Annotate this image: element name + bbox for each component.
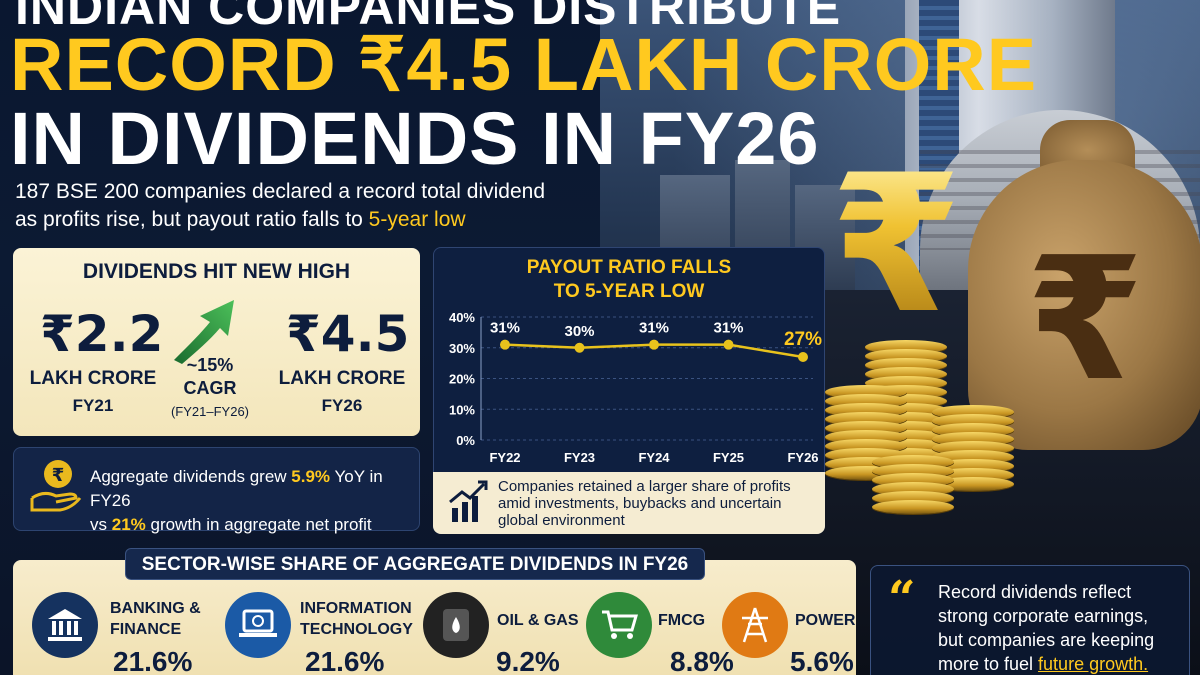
growth-text-mid: YoY in FY26 [90, 467, 383, 510]
sector-title: SECTOR-WISE SHARE OF AGGREGATE DIVIDENDS… [125, 548, 705, 580]
fy21-unit: LAKH CRORE [29, 368, 157, 389]
growth-chart-icon [449, 480, 488, 522]
dividends-card-title: DIVIDENDS HIT NEW HIGH [82, 260, 351, 283]
y-tick-label: 40% [449, 310, 475, 325]
fy26-dividend-value: ₹4.5 [286, 305, 410, 363]
x-tick-label: FY25 [713, 450, 744, 465]
x-tick-label: FY24 [638, 450, 670, 465]
quote-line2: strong corporate earnings, [938, 606, 1149, 626]
cagr-label: CAGR [183, 378, 237, 398]
headline-line-1: RECORD ₹4.5 LAKH CRORE [10, 23, 1038, 106]
data-label: 27% [784, 329, 822, 350]
data-label: 31% [490, 320, 520, 337]
sector-value-power: 5.6% [790, 646, 854, 675]
fy21-dividend-value: ₹2.2 [40, 305, 164, 363]
chart-title: PAYOUT RATIO FALLS TO 5-YEAR LOW [433, 256, 825, 304]
subhead-highlight: 5-year low [368, 208, 466, 231]
growth-text-pre2: vs [90, 515, 112, 534]
money-bag-image [968, 160, 1200, 450]
subheadline: 187 BSE 200 companies declared a record … [15, 178, 635, 234]
power-tower-icon [722, 592, 788, 658]
y-tick-label: 30% [449, 341, 475, 356]
sector-value-oil-gas: 9.2% [496, 646, 560, 675]
subhead-line1: 187 BSE 200 companies declared a record … [15, 180, 546, 203]
growth-yoy-value: 5.9% [291, 467, 331, 486]
fy21-year: FY21 [72, 396, 114, 415]
cart-icon [586, 592, 652, 658]
data-label: 31% [639, 320, 669, 337]
gold-rupee-symbol-icon: ₹ [830, 134, 963, 355]
gold-coin [872, 500, 954, 514]
chart-title-line2: TO 5-YEAR LOW [553, 281, 705, 302]
bank-icon [32, 592, 98, 658]
data-point [649, 339, 659, 350]
headline-line-0: INDIAN COMPANIES DISTRIBUTE [15, 0, 842, 35]
chart-note-panel [433, 472, 825, 534]
cagr-percent: ~15% [186, 355, 234, 375]
x-tick-label: FY23 [564, 450, 595, 465]
net-profit-growth-value: 21% [111, 515, 146, 534]
data-point [500, 339, 510, 350]
chart-title-line1: PAYOUT RATIO FALLS [526, 257, 732, 278]
headline-line-2: IN DIVIDENDS IN FY26 [10, 97, 820, 180]
data-label: 31% [713, 320, 743, 337]
y-tick-label: 0% [456, 433, 475, 448]
sector-name-it: INFORMATION TECHNOLOGY [300, 600, 413, 638]
data-point [798, 351, 808, 362]
data-point [723, 339, 734, 350]
y-tick-label: 10% [449, 402, 475, 417]
quote-highlight: future growth. [1038, 654, 1149, 674]
sector-value-fmcg: 8.8% [670, 646, 734, 675]
data-point [574, 342, 585, 353]
dividends-card: DIVIDENDS HIT NEW HIGH [13, 248, 420, 436]
subhead-line2: as profits rise, but payout ratio falls … [15, 208, 369, 231]
quote-line3: but companies are keeping [938, 630, 1155, 650]
sector-value-it: 21.6% [305, 646, 385, 675]
data-label: 30% [564, 323, 594, 340]
laptop-icon [225, 592, 291, 658]
payout-ratio-line-chart: 0% 10% 20% 30% 40% 31% FY22 30% FY23 31% FY24 31% FY… [449, 310, 822, 465]
sector-name-power: POWER [795, 612, 856, 629]
sector-name-banking: BANKING & FINANCE [110, 600, 201, 638]
quote-line4: more to fuel [938, 654, 1039, 674]
sector-name-oil-gas: OIL & GAS [497, 612, 579, 629]
cagr-years: (FY21–FY26) [170, 404, 250, 419]
sector-value-banking: 21.6% [113, 646, 193, 675]
growth-statement: Aggregate dividends grew 5.9% YoY in FY2… [90, 465, 420, 537]
x-tick-label: FY22 [489, 450, 520, 465]
growth-text-pre: Aggregate dividends grew [90, 467, 292, 486]
quote-text: Record dividends reflect strong corporat… [938, 580, 1193, 675]
quote-line1: Record dividends reflect [938, 582, 1132, 602]
y-tick-label: 20% [449, 372, 475, 387]
rupee-hand-icon: ₹ [30, 460, 82, 512]
quote-card [870, 565, 1190, 675]
oil-barrel-icon [423, 592, 489, 658]
fy26-year: FY26 [321, 396, 363, 415]
growth-text-post: growth in aggregate net profit [145, 515, 372, 534]
money-bag-rupee-icon: ₹ [1025, 221, 1145, 419]
chart-note-text: Companies retained a larger share of pro… [498, 478, 791, 529]
growth-arrow-icon [174, 300, 234, 364]
growth-card [13, 447, 420, 531]
sector-name-fmcg: FMCG [658, 612, 706, 629]
fy26-unit: LAKH CRORE [278, 368, 406, 389]
quote-mark-icon: “ [888, 571, 916, 627]
x-tick-label: FY26 [787, 450, 818, 465]
svg-text:₹: ₹ [52, 465, 65, 486]
